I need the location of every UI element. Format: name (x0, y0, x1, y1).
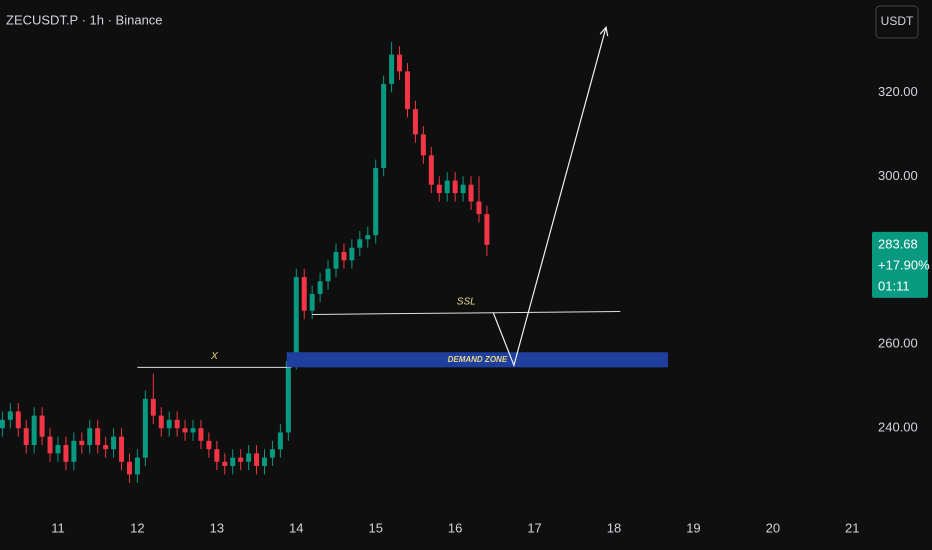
candle-body (412, 109, 418, 135)
price-value: 283.68 (878, 236, 918, 251)
candle-body (126, 461, 132, 475)
candle-body (182, 428, 188, 433)
candle-body (166, 419, 172, 429)
x-tick-label: 11 (51, 520, 65, 535)
candle-body (63, 445, 69, 462)
candle-body (468, 184, 474, 202)
candle-body (7, 411, 13, 420)
candle-body (420, 134, 426, 156)
x-tick-label: 17 (527, 520, 541, 535)
candle-body (269, 449, 275, 458)
candle-body (254, 453, 260, 467)
candle-body (111, 436, 117, 450)
x-tick-label: 14 (289, 520, 303, 535)
level-label: SSL (457, 297, 476, 308)
candle-body (47, 436, 53, 454)
candle-body (222, 461, 228, 467)
x-tick-label: 19 (686, 520, 700, 535)
candle-body (134, 457, 140, 475)
candle-body (87, 428, 93, 446)
candle-body (206, 440, 212, 450)
candle-body (103, 445, 109, 450)
projection-arrow (492, 27, 607, 368)
candle-body (277, 432, 283, 450)
candle-body (333, 251, 339, 269)
arrow-head (599, 25, 609, 37)
candle-body (381, 83, 387, 168)
candle-body (389, 54, 395, 84)
y-tick-label: 300.00 (878, 168, 918, 183)
candle-body (142, 398, 148, 458)
candle-body (262, 457, 268, 467)
candle-body (309, 293, 315, 311)
candle-body (0, 419, 5, 429)
x-tick-label: 15 (368, 520, 382, 535)
candle-body (150, 398, 156, 416)
candle-body (349, 247, 355, 261)
chart-title: ZECUSDT.P · 1h · Binance (6, 12, 163, 27)
candle-body (436, 184, 442, 194)
candle-body (174, 419, 180, 429)
level-line (312, 311, 621, 315)
zone (286, 352, 669, 368)
candle-body (285, 361, 291, 433)
x-tick-label: 12 (130, 520, 144, 535)
currency-button[interactable] (875, 5, 919, 39)
candle-body (484, 214, 490, 245)
candle-body (190, 428, 196, 433)
price-change: +17.90% (878, 257, 930, 272)
candle-body (198, 428, 204, 441)
candle-body (79, 440, 85, 446)
candle-body (357, 239, 363, 248)
candle-body (214, 449, 220, 462)
candle-body (55, 445, 61, 454)
candle-body (230, 457, 236, 467)
y-tick-label: 240.00 (878, 420, 918, 435)
level-label: X (210, 351, 218, 362)
candle-body (317, 281, 323, 294)
candle-body (158, 415, 164, 429)
candle-body (476, 201, 482, 215)
x-tick-label: 21 (845, 520, 859, 535)
candle-body (119, 436, 125, 462)
candle-body (15, 411, 21, 429)
candle-body (452, 180, 458, 194)
candle-body (365, 235, 371, 240)
candle-body (301, 277, 307, 311)
candle-body (23, 428, 29, 446)
candle-body (341, 251, 347, 261)
y-tick-label: 260.00 (878, 336, 918, 351)
candle-body (246, 453, 252, 462)
candle-body (404, 71, 410, 110)
x-tick-label: 16 (448, 520, 462, 535)
candle-body (293, 277, 299, 362)
candle-body (325, 268, 331, 282)
candle-body (373, 167, 379, 236)
candle-body (71, 440, 77, 462)
currency-label: USDT (881, 14, 914, 28)
candle-body (238, 457, 244, 462)
candle-body (39, 415, 45, 437)
candle-body (397, 54, 403, 72)
candle-body (31, 415, 37, 446)
candle-body (460, 184, 466, 194)
zone-label: DEMAND ZONE (448, 355, 508, 364)
price-countdown: 01:11 (878, 278, 910, 293)
x-tick-label: 18 (607, 520, 621, 535)
price-box (872, 231, 928, 298)
x-tick-label: 13 (210, 520, 224, 535)
x-tick-label: 20 (766, 520, 780, 535)
candle-body (428, 155, 434, 185)
candle-body (95, 428, 101, 446)
y-tick-label: 320.00 (878, 84, 918, 99)
candle-body (444, 180, 450, 194)
